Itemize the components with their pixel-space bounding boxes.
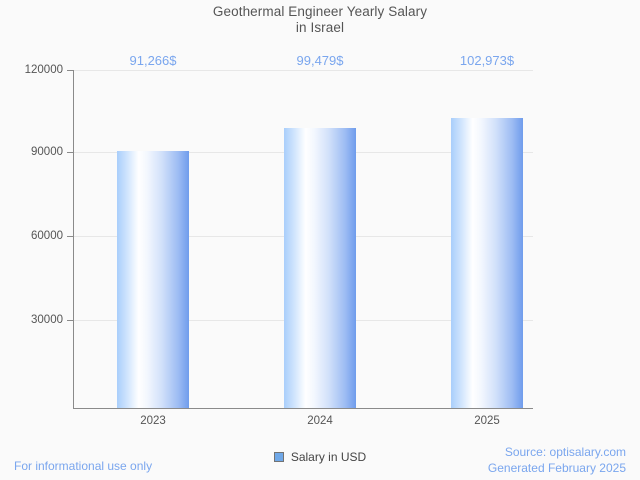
footer-disclaimer: For informational use only	[14, 459, 153, 473]
chart-legend: Salary in USD	[0, 450, 640, 464]
bar-2024[interactable]	[284, 128, 356, 408]
ytick-mark-90000	[67, 152, 73, 153]
bar-2025[interactable]	[451, 118, 523, 408]
plot-area	[73, 70, 533, 408]
ytick-mark-120000	[67, 70, 73, 71]
chart-title: Geothermal Engineer Yearly Salary in Isr…	[0, 4, 640, 36]
legend-swatch-icon	[273, 452, 284, 462]
value-label-2024: 99,479$	[296, 53, 344, 68]
bar-2023[interactable]	[117, 151, 189, 408]
value-label-2023: 91,266$	[129, 53, 177, 68]
footer-source-block: Source: optisalary.com Generated Februar…	[406, 444, 626, 476]
ytick-label-90000: 90000	[31, 146, 63, 158]
ytick-label-120000: 120000	[24, 64, 63, 76]
xtick-label-2025: 2025	[474, 415, 500, 427]
ytick-label-30000: 30000	[31, 314, 63, 326]
legend-item-label: Salary in USD	[290, 450, 367, 464]
x-axis-line	[73, 408, 533, 409]
ytick-mark-60000	[67, 236, 73, 237]
chart-title-line2: in Israel	[295, 20, 345, 35]
legend-item-salary[interactable]: Salary in USD	[273, 450, 367, 464]
xtick-label-2023: 2023	[140, 415, 166, 427]
value-label-2025: 102,973$	[459, 53, 515, 68]
xtick-label-2024: 2024	[307, 415, 333, 427]
footer-source: Source: optisalary.com	[504, 445, 626, 459]
chart-title-line1: Geothermal Engineer Yearly Salary	[212, 4, 428, 19]
y-axis-line	[73, 70, 74, 409]
gridline-120000	[73, 70, 533, 71]
ytick-label-60000: 60000	[31, 230, 63, 242]
ytick-mark-30000	[67, 320, 73, 321]
footer-generated: Generated February 2025	[487, 461, 626, 475]
